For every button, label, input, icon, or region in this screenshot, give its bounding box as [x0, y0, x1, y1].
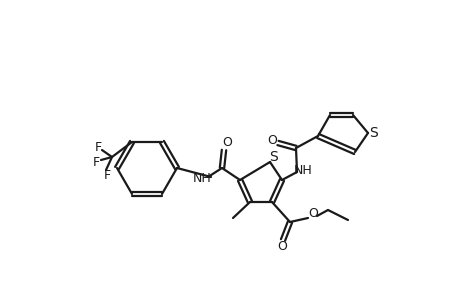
- Text: S: S: [369, 126, 378, 140]
- Text: F: F: [94, 140, 101, 154]
- Text: O: O: [222, 136, 231, 149]
- Text: O: O: [276, 241, 286, 254]
- Text: F: F: [103, 169, 110, 182]
- Text: NH: NH: [293, 164, 312, 176]
- Text: S: S: [269, 150, 278, 164]
- Text: F: F: [92, 155, 99, 169]
- Text: O: O: [267, 134, 276, 148]
- Text: O: O: [308, 208, 317, 220]
- Text: NH: NH: [192, 172, 211, 184]
